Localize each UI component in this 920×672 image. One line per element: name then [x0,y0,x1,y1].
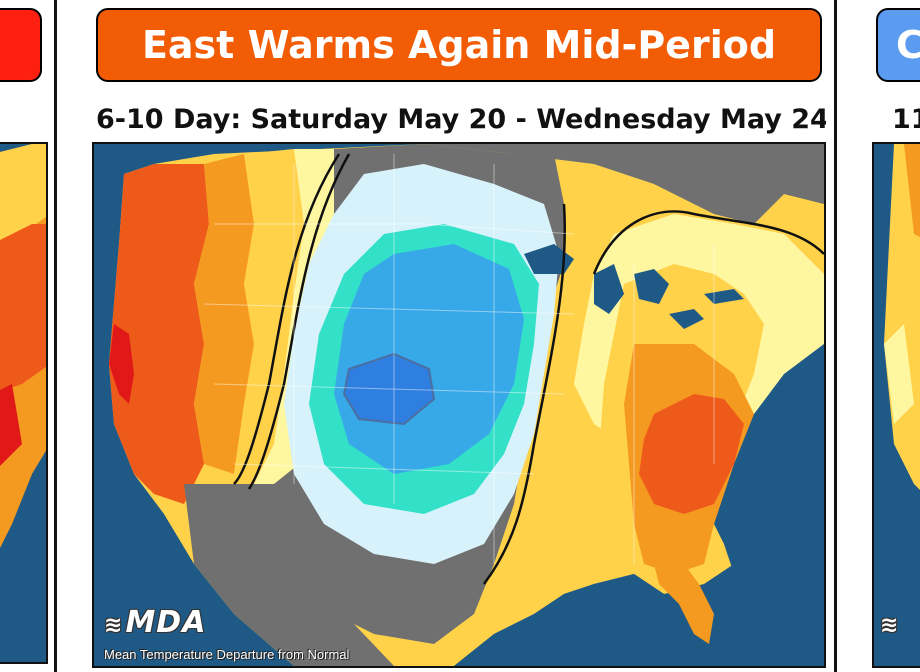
mda-logo: ≋MDA [104,605,207,640]
left-panel-map [0,142,48,664]
center-panel-map: ≋MDA Mean Temperature Departure from Nor… [92,142,826,668]
panel-divider-center [834,0,837,672]
left-panel-title [0,8,42,82]
temperature-departure-map [94,144,824,666]
right-mda-logo: ≋ [880,613,900,638]
panel-divider-left [54,0,57,672]
map-caption: Mean Temperature Departure from Normal [104,647,350,662]
right-panel-date-range: 11 [892,104,920,135]
waves-icon: ≋ [104,613,124,638]
center-panel-title: East Warms Again Mid-Period [96,8,822,82]
right-panel-title: C [876,8,920,82]
right-panel-map: ≋ [872,142,920,668]
center-panel-date-range: 6-10 Day: Saturday May 20 - Wednesday Ma… [96,104,826,135]
